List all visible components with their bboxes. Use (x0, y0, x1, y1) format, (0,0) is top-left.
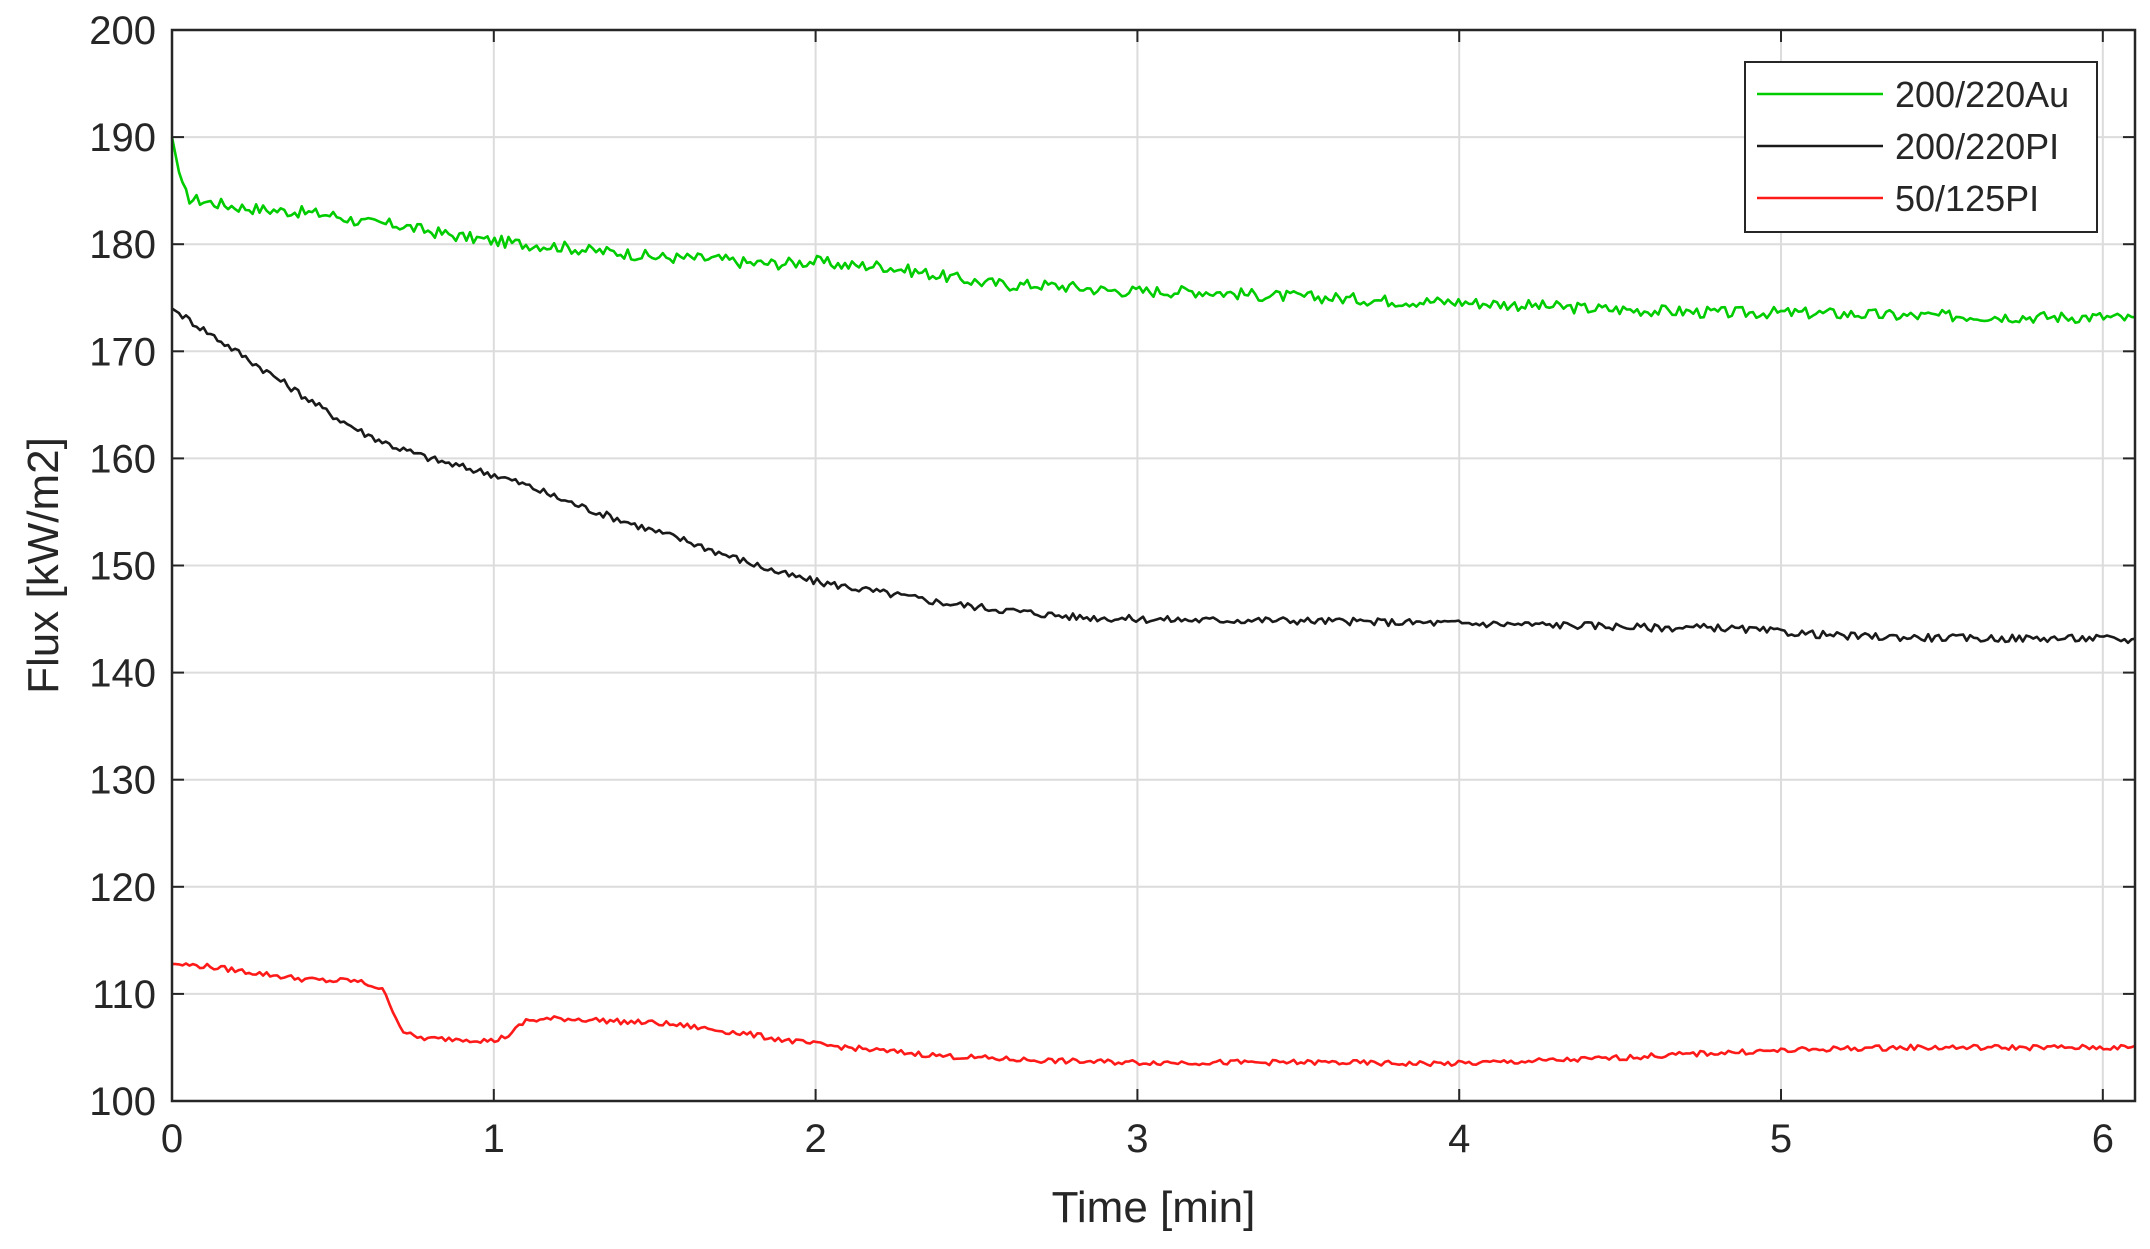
y-tick-label: 160 (89, 437, 156, 481)
y-tick-label: 100 (89, 1080, 156, 1124)
legend-label: 50/125PI (1895, 178, 2039, 219)
x-tick-label: 4 (1448, 1117, 1470, 1161)
y-tick-label: 180 (89, 223, 156, 267)
y-tick-label: 200 (89, 9, 156, 53)
y-tick-label: 150 (89, 545, 156, 589)
series-line-1 (170, 136, 2136, 324)
x-tick-label: 6 (2092, 1117, 2114, 1161)
series-line-3 (171, 962, 2136, 1068)
x-axis-title: Time [min] (1052, 1183, 1256, 1232)
x-tick-label: 0 (161, 1117, 183, 1161)
y-axis-title: Flux [kW/m2] (19, 437, 68, 694)
legend-label: 200/220PI (1895, 126, 2059, 167)
axis-ticks: 0 1 2 3 4 5 6 100 110 120 130 140 150 160 170 180 190 200 (89, 9, 2135, 1161)
y-tick-label: 130 (89, 759, 156, 803)
plot-series (170, 136, 2136, 1068)
series-line-2 (171, 307, 2136, 645)
y-tick-label: 110 (92, 973, 156, 1017)
x-tick-label: 3 (1126, 1117, 1148, 1161)
x-tick-label: 1 (483, 1117, 505, 1161)
x-tick-label: 5 (1770, 1117, 1792, 1161)
y-tick-label: 170 (89, 330, 156, 374)
y-tick-label: 190 (89, 116, 156, 160)
y-tick-label: 140 (89, 652, 156, 696)
legend-label: 200/220Au (1895, 74, 2069, 115)
legend: 200/220Au 200/220PI 50/125PI (1744, 61, 2098, 233)
y-tick-label: 120 (89, 866, 156, 910)
x-tick-label: 2 (804, 1117, 826, 1161)
